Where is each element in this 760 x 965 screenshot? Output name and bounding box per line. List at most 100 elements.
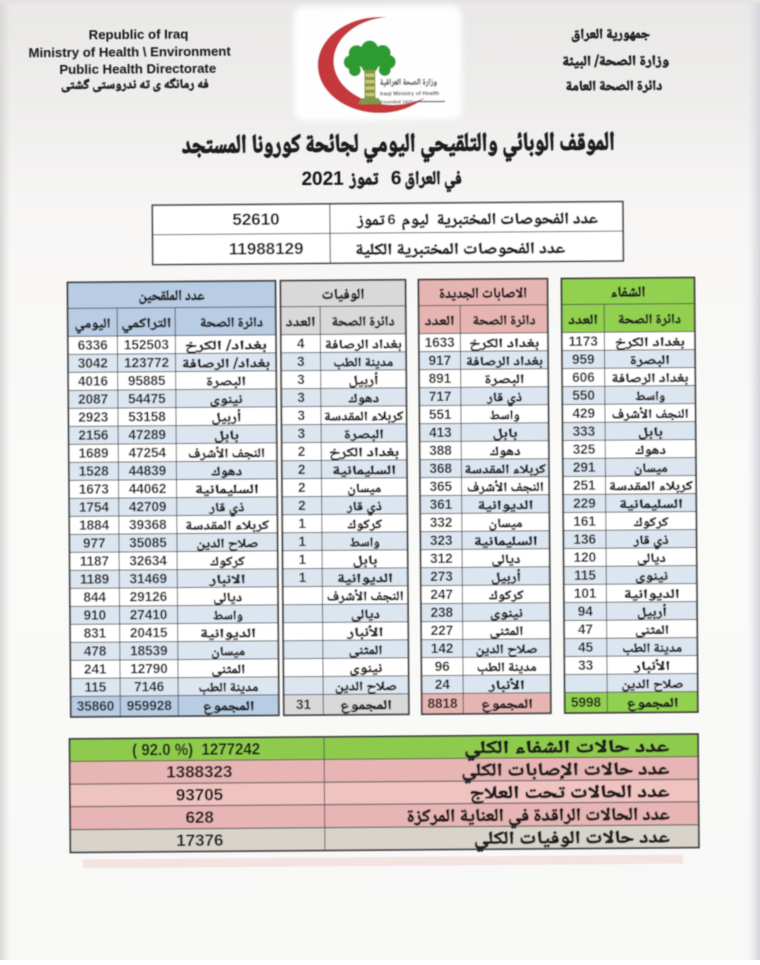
svg-text:53158: 53158	[128, 409, 166, 424]
svg-text:54475: 54475	[128, 391, 166, 406]
svg-text:291: 291	[573, 460, 596, 475]
svg-text:917: 917	[428, 353, 451, 368]
svg-text:115: 115	[84, 680, 106, 695]
svg-text:551: 551	[429, 407, 452, 422]
svg-text:3: 3	[297, 390, 305, 405]
svg-text:241: 241	[84, 662, 107, 677]
svg-text:227: 227	[431, 623, 454, 638]
svg-text:2: 2	[298, 480, 306, 495]
svg-text:2: 2	[298, 444, 306, 459]
svg-text:31469: 31469	[129, 571, 167, 586]
svg-text:429: 429	[572, 406, 595, 421]
svg-text:31: 31	[296, 697, 312, 712]
svg-text:1: 1	[299, 552, 307, 567]
svg-text:4016: 4016	[78, 374, 109, 389]
svg-text:628: 628	[185, 808, 214, 827]
svg-text:12790: 12790	[130, 661, 168, 676]
svg-text:273: 273	[430, 569, 453, 584]
svg-text:323: 323	[430, 533, 453, 548]
svg-text:2: 2	[298, 462, 306, 477]
svg-text:361: 361	[430, 497, 453, 512]
svg-text:142: 142	[431, 641, 454, 656]
svg-text:891: 891	[429, 371, 452, 386]
svg-text:2156: 2156	[78, 428, 109, 443]
svg-text:844: 844	[83, 590, 106, 605]
svg-text:333: 333	[573, 424, 596, 439]
svg-text:101: 101	[574, 586, 597, 601]
svg-text:6: 6	[391, 168, 402, 189]
svg-text:2087: 2087	[78, 392, 108, 407]
svg-text:7146: 7146	[134, 679, 165, 694]
svg-text:1633: 1633	[425, 335, 456, 350]
svg-text:24: 24	[435, 677, 451, 692]
svg-text:229: 229	[573, 496, 596, 511]
svg-text:365: 365	[429, 479, 452, 494]
svg-text:238: 238	[430, 605, 453, 620]
svg-text:Ministry of Health \ Environme: Ministry of Health \ Environment	[28, 44, 231, 61]
svg-text:2923: 2923	[78, 410, 109, 425]
svg-text:1: 1	[298, 534, 306, 549]
svg-text:717: 717	[429, 389, 452, 404]
svg-text:120: 120	[574, 550, 597, 565]
svg-text:29126: 29126	[130, 589, 168, 604]
svg-text:3: 3	[297, 354, 305, 369]
svg-text:550: 550	[572, 388, 595, 403]
svg-text:27410: 27410	[130, 607, 168, 622]
svg-text:959: 959	[572, 352, 595, 367]
svg-text:2021: 2021	[301, 169, 344, 190]
svg-text:1187: 1187	[80, 554, 109, 569]
svg-text:44839: 44839	[129, 463, 167, 478]
svg-text:959928: 959928	[127, 698, 173, 713]
svg-text:8818: 8818	[427, 696, 458, 711]
svg-text:96: 96	[435, 659, 451, 674]
svg-text:5998: 5998	[571, 695, 602, 710]
svg-text:1: 1	[298, 516, 306, 531]
svg-text:6: 6	[387, 211, 395, 228]
svg-text:17376: 17376	[176, 831, 223, 850]
svg-text:478: 478	[84, 644, 107, 659]
svg-text:1189: 1189	[80, 572, 109, 587]
svg-text:2: 2	[298, 498, 306, 513]
svg-text:93705: 93705	[176, 785, 223, 804]
svg-text:247: 247	[430, 587, 453, 602]
svg-text:325: 325	[573, 442, 596, 457]
svg-text:35085: 35085	[129, 535, 167, 550]
svg-text:Republic of Iraq: Republic of Iraq	[89, 26, 189, 42]
svg-text:52610: 52610	[232, 210, 279, 229]
svg-text:312: 312	[430, 551, 453, 566]
svg-text:136: 136	[573, 532, 596, 547]
svg-text:3: 3	[297, 372, 305, 387]
svg-text:332: 332	[430, 515, 453, 530]
svg-text:35860: 35860	[77, 699, 115, 714]
svg-text:251: 251	[573, 478, 596, 493]
svg-text:152503: 152503	[124, 337, 170, 352]
svg-text:45: 45	[578, 640, 594, 655]
svg-text:123772: 123772	[124, 355, 169, 370]
svg-text:94: 94	[578, 604, 594, 619]
svg-text:1754: 1754	[79, 500, 110, 515]
svg-text:39368: 39368	[129, 517, 167, 532]
svg-text:977: 977	[83, 536, 106, 551]
svg-text:4: 4	[297, 336, 305, 351]
svg-text:1: 1	[299, 570, 307, 585]
svg-text:47289: 47289	[128, 427, 166, 442]
svg-text:1528: 1528	[79, 464, 110, 479]
svg-text:32634: 32634	[129, 553, 167, 568]
svg-text:11988129: 11988129	[229, 239, 304, 259]
svg-text:47: 47	[578, 622, 593, 637]
svg-text:161: 161	[573, 514, 596, 529]
svg-text:Public Health Directorate: Public Health Directorate	[59, 61, 216, 77]
svg-text:115: 115	[574, 568, 596, 583]
svg-text:1388323: 1388323	[166, 762, 232, 782]
svg-text:368: 368	[429, 461, 452, 476]
svg-text:95885: 95885	[128, 373, 166, 388]
svg-text:42709: 42709	[129, 499, 167, 514]
svg-text:47254: 47254	[128, 445, 166, 460]
svg-text:Iraqi Ministry of Health: Iraqi Ministry of Health	[380, 91, 440, 97]
svg-text:831: 831	[84, 626, 107, 641]
svg-text:388: 388	[429, 443, 452, 458]
svg-text:18539: 18539	[130, 643, 168, 658]
svg-text:6336: 6336	[78, 338, 109, 353]
svg-text:1884: 1884	[79, 518, 110, 533]
svg-text:413: 413	[429, 425, 452, 440]
